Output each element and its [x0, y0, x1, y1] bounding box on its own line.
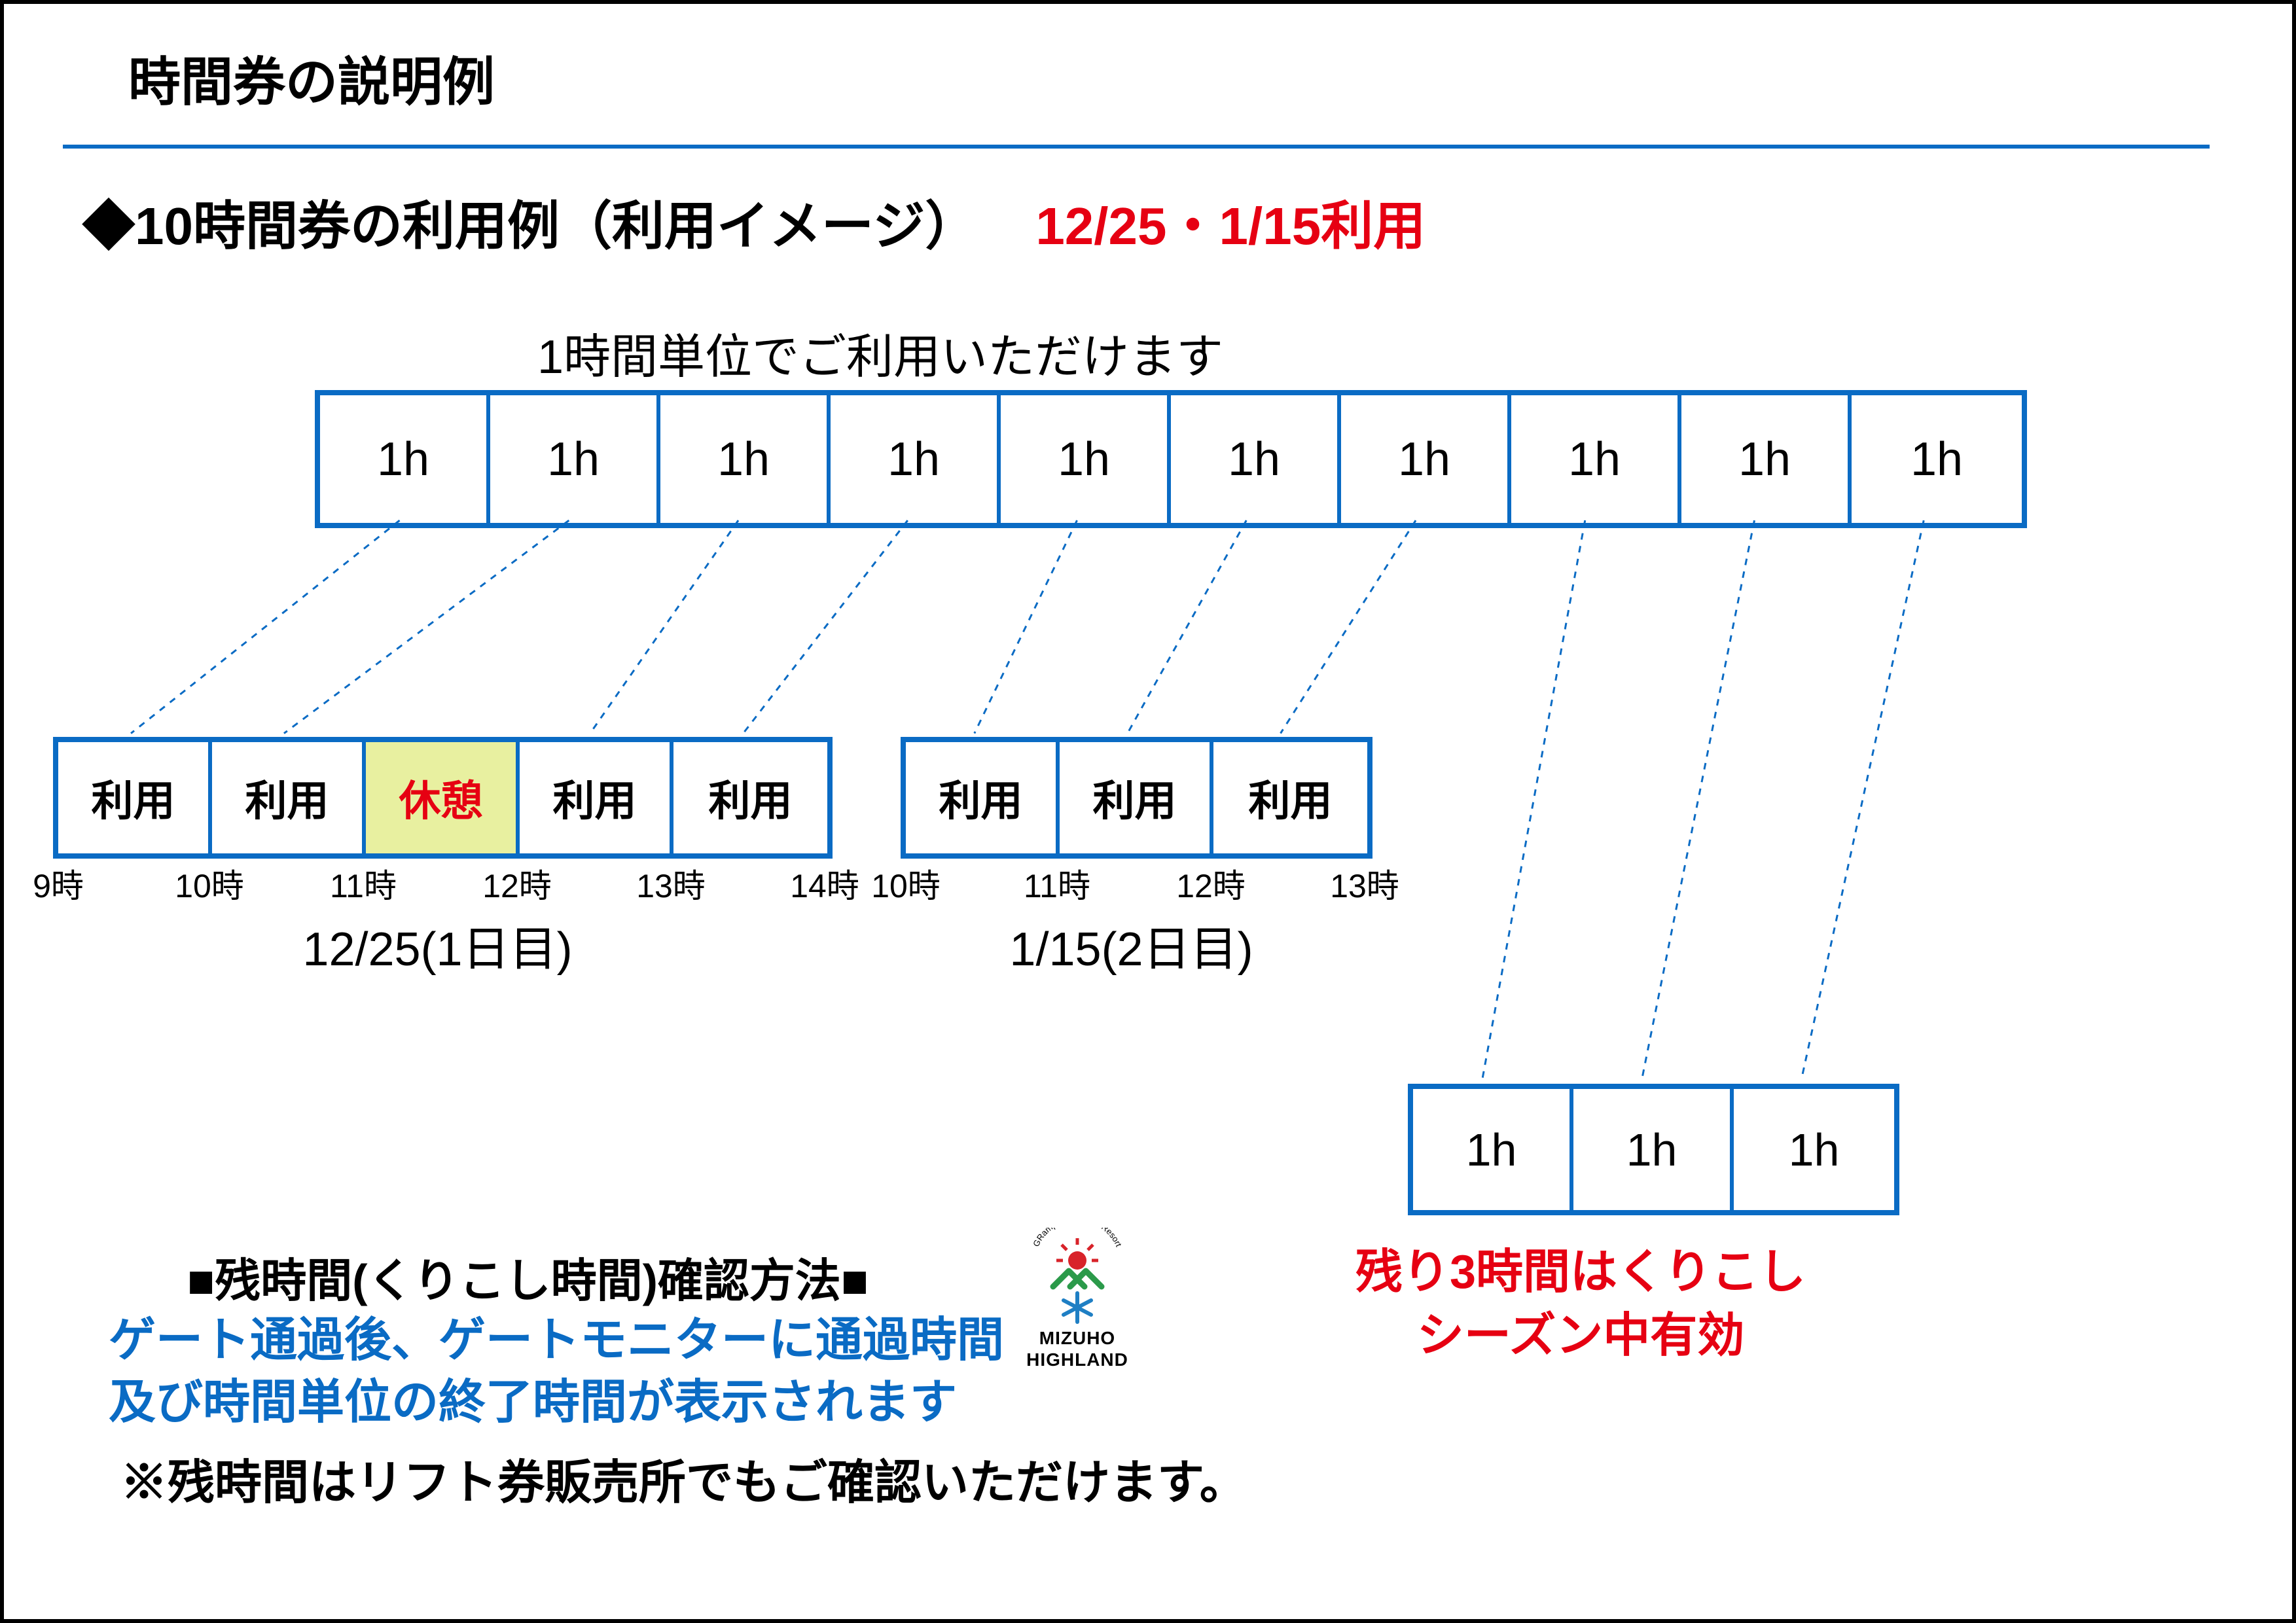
remaining-msg-line1: 残り3時間はくりこし — [1355, 1246, 1806, 1298]
top-row-caption: 1時間単位でご利用いただけます — [537, 318, 1223, 387]
hour-cell: 1h — [490, 395, 660, 523]
time-tick-label: 13時 — [1330, 860, 1399, 907]
hour-cell: 1h — [1171, 395, 1341, 523]
info-blue-line1: ゲート通過後、ゲートモニターに通過時間 — [109, 1314, 1004, 1366]
time-tick-label: 12時 — [1176, 860, 1246, 907]
day2-strip: 利用利用利用 — [901, 737, 1372, 859]
page-title: 時間券の説明例 — [128, 40, 495, 116]
svg-text:GRamping & Snow Resort: GRamping & Snow Resort — [1031, 1228, 1124, 1249]
time-tick-label: 10時 — [175, 860, 244, 907]
time-tick-label: 13時 — [636, 860, 706, 907]
use-cell: 利用 — [212, 742, 366, 853]
page-frame: 時間券の説明例 ◆10時間券の利用例（利用イメージ） 12/25・1/15利用 … — [0, 0, 2296, 1623]
remaining-msg-line2: シーズン中有効 — [1417, 1310, 1744, 1362]
remaining-hour-cell: 1h — [1413, 1089, 1573, 1210]
time-tick-label: 11時 — [1024, 860, 1090, 907]
rest-cell: 休憩 — [366, 742, 520, 853]
use-cell: 利用 — [1213, 742, 1367, 853]
mizuho-logo: GRamping & Snow Resort MIZUHO HIGHLAND — [1012, 1228, 1143, 1370]
info-blue-line2: 及び時間単位の終了時間が表示されます — [109, 1376, 957, 1429]
hour-cell: 1h — [1852, 395, 2022, 523]
use-cell: 利用 — [1060, 742, 1213, 853]
remaining-message: 残り3時間はくりこし シーズン中有効 — [1355, 1241, 1806, 1368]
info-note: ※残時間はリフト券販売所でもご確認いただけます。 — [120, 1444, 1247, 1512]
day1-strip: 利用利用休憩利用利用 — [53, 737, 833, 859]
remaining-strip: 1h1h1h — [1408, 1084, 1899, 1215]
hour-cell: 1h — [1341, 395, 1511, 523]
day-label: 12/25(1日目) — [302, 910, 572, 979]
subtitle: ◆10時間券の利用例（利用イメージ） 12/25・1/15利用 — [82, 184, 1426, 260]
use-cell: 利用 — [520, 742, 673, 853]
hour-cell: 1h — [1001, 395, 1171, 523]
use-cell: 利用 — [673, 742, 827, 853]
info-heading: ■残時間(くりこし時間)確認方法■ — [187, 1244, 869, 1310]
time-tick-label: 11時 — [330, 860, 397, 907]
info-blue: ゲート通過後、ゲートモニターに通過時間 及び時間単位の終了時間が表示されます — [109, 1310, 1004, 1434]
header-divider — [63, 145, 2210, 149]
hour-cell: 1h — [1681, 395, 1852, 523]
remaining-hour-cell: 1h — [1734, 1089, 1894, 1210]
time-tick-label: 12時 — [482, 860, 552, 907]
time-tick-label: 10時 — [871, 860, 941, 907]
hour-cell: 1h — [320, 395, 490, 523]
subtitle-main: ◆10時間券の利用例（利用イメージ） — [82, 197, 977, 255]
hour-cell: 1h — [1511, 395, 1681, 523]
logo-graphic-icon: GRamping & Snow Resort — [1022, 1228, 1133, 1326]
subtitle-dates: 12/25・1/15利用 — [1035, 197, 1426, 255]
hour-cell: 1h — [831, 395, 1001, 523]
ten-hour-strip: 1h1h1h1h1h1h1h1h1h1h — [315, 390, 2027, 528]
remaining-hour-cell: 1h — [1573, 1089, 1734, 1210]
logo-text-line2: HIGHLAND — [1012, 1350, 1143, 1369]
hour-cell: 1h — [660, 395, 831, 523]
use-cell: 利用 — [906, 742, 1060, 853]
day-label: 1/15(2日目) — [1009, 910, 1253, 979]
time-tick-label: 14時 — [790, 860, 859, 907]
logo-text-line1: MIZUHO — [1012, 1329, 1143, 1347]
time-tick-label: 9時 — [33, 860, 84, 907]
use-cell: 利用 — [58, 742, 212, 853]
